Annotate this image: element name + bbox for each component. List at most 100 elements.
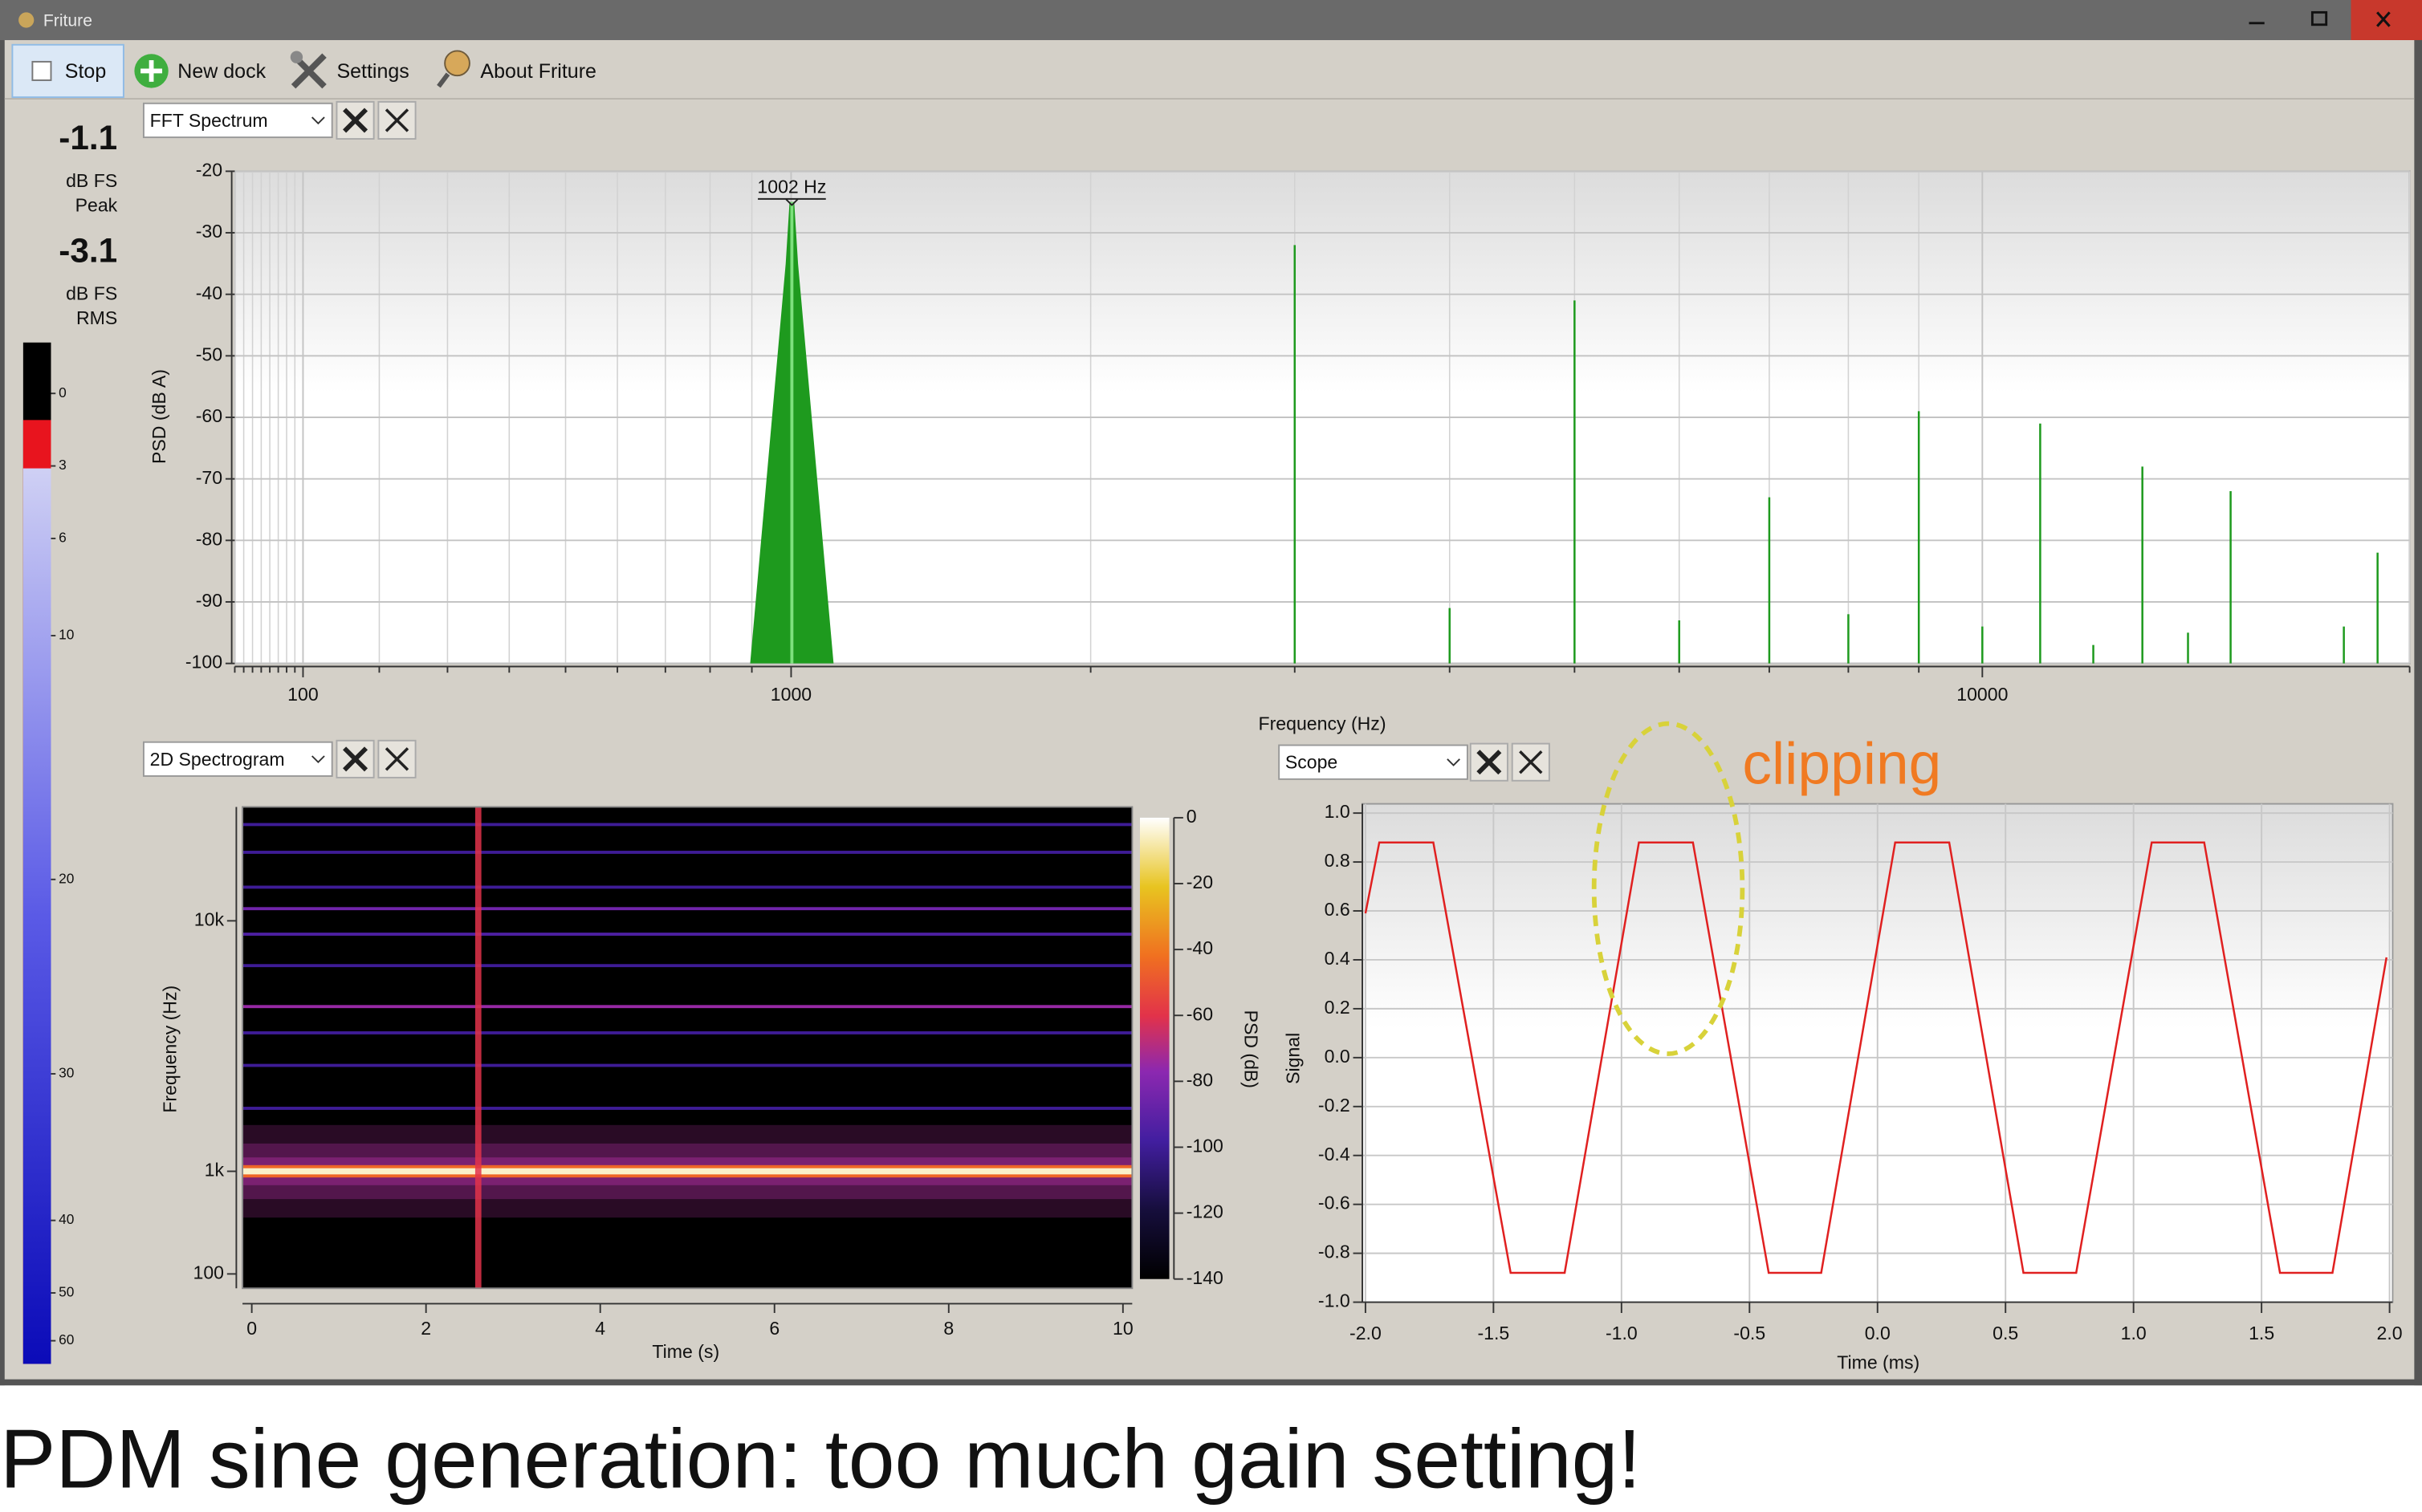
x-tick-label: -0.5 bbox=[1733, 1323, 1765, 1343]
spectral-band bbox=[242, 933, 1133, 936]
y-axis-title: Frequency (Hz) bbox=[160, 986, 181, 1113]
spectrogram-image bbox=[242, 807, 1133, 1289]
dock-settings-button[interactable] bbox=[336, 100, 375, 140]
peak-unit: dB FS bbox=[66, 170, 117, 191]
y-tick-label: -80 bbox=[196, 528, 222, 549]
widget-selector-text: 2D Spectrogram bbox=[150, 749, 285, 770]
dock-close-button[interactable] bbox=[1511, 742, 1550, 782]
y-tick-label: -1.0 bbox=[1318, 1290, 1350, 1311]
widget-selector[interactable]: FFT Spectrum bbox=[142, 102, 333, 139]
meter-tick-label: 20 bbox=[59, 870, 74, 886]
toolbar-label: Stop bbox=[65, 60, 106, 83]
meter-tick-label: 10 bbox=[59, 627, 74, 643]
x-tick-label: 1.5 bbox=[2249, 1323, 2274, 1343]
settings-button[interactable]: Settings bbox=[290, 51, 409, 89]
colorbar-tick-label: -60 bbox=[1187, 1003, 1213, 1024]
meter-tick-label: 40 bbox=[59, 1211, 74, 1227]
rms-unit: dB FS bbox=[66, 282, 117, 303]
x-tick-label: 10000 bbox=[1956, 684, 2008, 705]
widget-selector[interactable]: Scope bbox=[1278, 744, 1468, 780]
x-axis-title: Time (ms) bbox=[1837, 1352, 1919, 1373]
peak-marker bbox=[758, 197, 826, 206]
spectral-band bbox=[242, 1031, 1133, 1034]
meter-tick-label: 50 bbox=[59, 1284, 74, 1300]
y-tick-label: 0.8 bbox=[1325, 850, 1350, 871]
y-tick-label: -100 bbox=[185, 652, 222, 673]
toolbar-label: New dock bbox=[177, 60, 266, 83]
y-tick-label: 1.0 bbox=[1325, 801, 1350, 822]
x-axis-title: Time (s) bbox=[652, 1341, 719, 1362]
peak-label: Peak bbox=[75, 195, 118, 216]
clipping-highlight bbox=[1591, 721, 1745, 1056]
spectral-band bbox=[242, 1107, 1133, 1110]
x-tick-label: 1.0 bbox=[2121, 1323, 2147, 1343]
meter-tick-label: 3 bbox=[59, 457, 67, 473]
y-tick-label: -70 bbox=[196, 467, 222, 488]
rms-level-value: -3.1 bbox=[59, 231, 117, 269]
about-button[interactable]: About Friture bbox=[437, 50, 596, 88]
x-tick-label: -1.5 bbox=[1477, 1323, 1509, 1343]
new-dock-button[interactable]: New dock bbox=[134, 54, 267, 88]
window-border bbox=[2414, 39, 2422, 1386]
x-axis-title: Frequency (Hz) bbox=[1259, 713, 1386, 734]
close-button[interactable] bbox=[2351, 0, 2422, 40]
x-tick-label: 8 bbox=[943, 1318, 954, 1339]
minimize-button[interactable] bbox=[2224, 0, 2286, 40]
meter-tick-label: 30 bbox=[59, 1065, 74, 1081]
stop-button[interactable]: Stop bbox=[11, 43, 124, 99]
dock-settings-button[interactable] bbox=[1469, 742, 1508, 782]
colorbar-title: PSD (dB) bbox=[1241, 1010, 1262, 1088]
y-tick-label: 10k bbox=[194, 908, 225, 929]
x-tick-label: -1.0 bbox=[1606, 1323, 1638, 1343]
dock-close-button[interactable] bbox=[377, 739, 417, 778]
y-tick-label: 0.4 bbox=[1325, 948, 1350, 969]
x-tick-label: 2.0 bbox=[2377, 1323, 2403, 1343]
meter-tick-label: 6 bbox=[59, 530, 67, 546]
signal-line bbox=[1364, 841, 2387, 1274]
peak-annotation: 1002 Hz bbox=[757, 177, 826, 197]
rms-level-bar bbox=[22, 468, 51, 1364]
y-tick-label: -90 bbox=[196, 590, 222, 611]
colorbar-tick-label: -140 bbox=[1187, 1267, 1223, 1288]
colorbar-tick-label: 0 bbox=[1187, 806, 1197, 827]
window-border bbox=[0, 39, 5, 1386]
dock-settings-button[interactable] bbox=[336, 739, 375, 778]
colorbar-tick-label: -20 bbox=[1187, 872, 1213, 892]
y-tick-label: -60 bbox=[196, 405, 222, 426]
y-tick-label: -0.2 bbox=[1318, 1095, 1350, 1116]
spectral-band bbox=[242, 851, 1133, 854]
y-tick-label: 1k bbox=[205, 1160, 225, 1181]
dock-close-button[interactable] bbox=[377, 100, 417, 140]
spectral-band bbox=[242, 964, 1133, 968]
y-axis-title: PSD (dB A) bbox=[149, 369, 169, 464]
meter-tick-label: 60 bbox=[59, 1331, 74, 1347]
x-tick-label: 4 bbox=[595, 1318, 605, 1339]
maximize-button[interactable] bbox=[2287, 0, 2350, 40]
caption-background bbox=[0, 1385, 2422, 1512]
colorbar-tick-label: -100 bbox=[1187, 1136, 1223, 1156]
spectral-band bbox=[242, 823, 1133, 827]
x-tick-label: 0.0 bbox=[1865, 1323, 1891, 1343]
window-border bbox=[0, 1379, 2422, 1386]
widget-selector-text: Scope bbox=[1285, 752, 1337, 773]
y-tick-label: -50 bbox=[196, 343, 222, 364]
x-tick-label: 100 bbox=[287, 684, 319, 705]
y-tick-label: -0.4 bbox=[1318, 1144, 1350, 1164]
spectral-band bbox=[242, 1063, 1133, 1067]
y-tick-label: -20 bbox=[196, 159, 222, 180]
toolbar-label: About Friture bbox=[480, 60, 596, 83]
colorbar-tick-label: -120 bbox=[1187, 1201, 1223, 1222]
meter-tick-label: 0 bbox=[59, 384, 67, 400]
x-tick-label: 1000 bbox=[771, 684, 812, 705]
plot-frame bbox=[242, 806, 1134, 1290]
title-bar bbox=[0, 0, 2422, 40]
caption: PDM sine generation: too much gain setti… bbox=[0, 1413, 1641, 1506]
y-axis-title: Signal bbox=[1282, 1033, 1303, 1084]
widget-selector[interactable]: 2D Spectrogram bbox=[142, 741, 333, 777]
y-tick-label: 0.0 bbox=[1325, 1046, 1350, 1067]
peak-level-value: -1.1 bbox=[59, 119, 117, 156]
widget-selector-text: FFT Spectrum bbox=[150, 110, 268, 131]
spectral-band bbox=[242, 1005, 1133, 1009]
